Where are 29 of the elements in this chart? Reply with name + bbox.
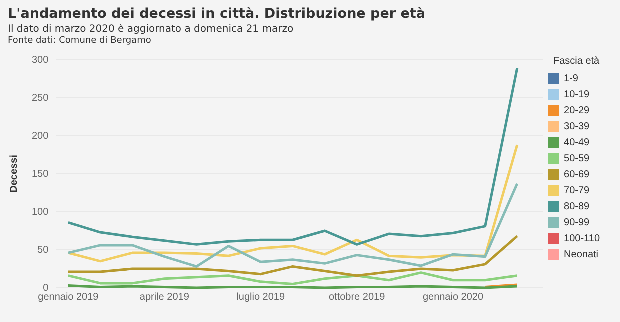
- source-note: Fonte dati: Comune di Bergamo: [8, 36, 152, 46]
- x-tick-label: gennaio 2020: [422, 292, 484, 303]
- legend-label: 60-69: [564, 169, 590, 180]
- x-tick-label: ottobre 2019: [328, 292, 386, 303]
- legend-label: 30-39: [564, 121, 590, 132]
- legend-title: Fascia età: [553, 56, 600, 67]
- y-tick-label: 250: [32, 92, 50, 104]
- y-tick-label: 300: [32, 54, 50, 66]
- legend-label: 100-110: [564, 233, 600, 244]
- y-tick-label: 150: [32, 168, 50, 180]
- x-tick-label: aprile 2019: [140, 292, 190, 303]
- y-tick-label: 100: [32, 206, 50, 218]
- legend-label: Neonati: [564, 249, 599, 260]
- legend-label: 70-79: [564, 185, 590, 196]
- chart-title: L'andamento dei decessi in città. Distribuzione per età: [8, 6, 426, 22]
- legend-label: 20-29: [564, 105, 590, 116]
- legend-label: 80-89: [564, 201, 590, 212]
- x-tick-label: gennaio 2019: [38, 292, 100, 303]
- y-tick-label: 0: [43, 282, 50, 294]
- legend-label: 50-59: [564, 153, 590, 164]
- y-tick-label: 50: [38, 244, 50, 256]
- legend-label: 10-19: [564, 89, 590, 100]
- legend-label: 90-99: [564, 217, 590, 228]
- y-tick-label: 200: [32, 130, 50, 142]
- legend-label: 40-49: [564, 137, 590, 148]
- x-tick-label: luglio 2019: [236, 292, 286, 303]
- legend-label: 1-9: [564, 73, 579, 84]
- chart-subtitle: Il dato di marzo 2020 è aggiornato a domenica 21 marzo: [8, 24, 295, 35]
- y-axis-title: Decessi: [8, 154, 20, 193]
